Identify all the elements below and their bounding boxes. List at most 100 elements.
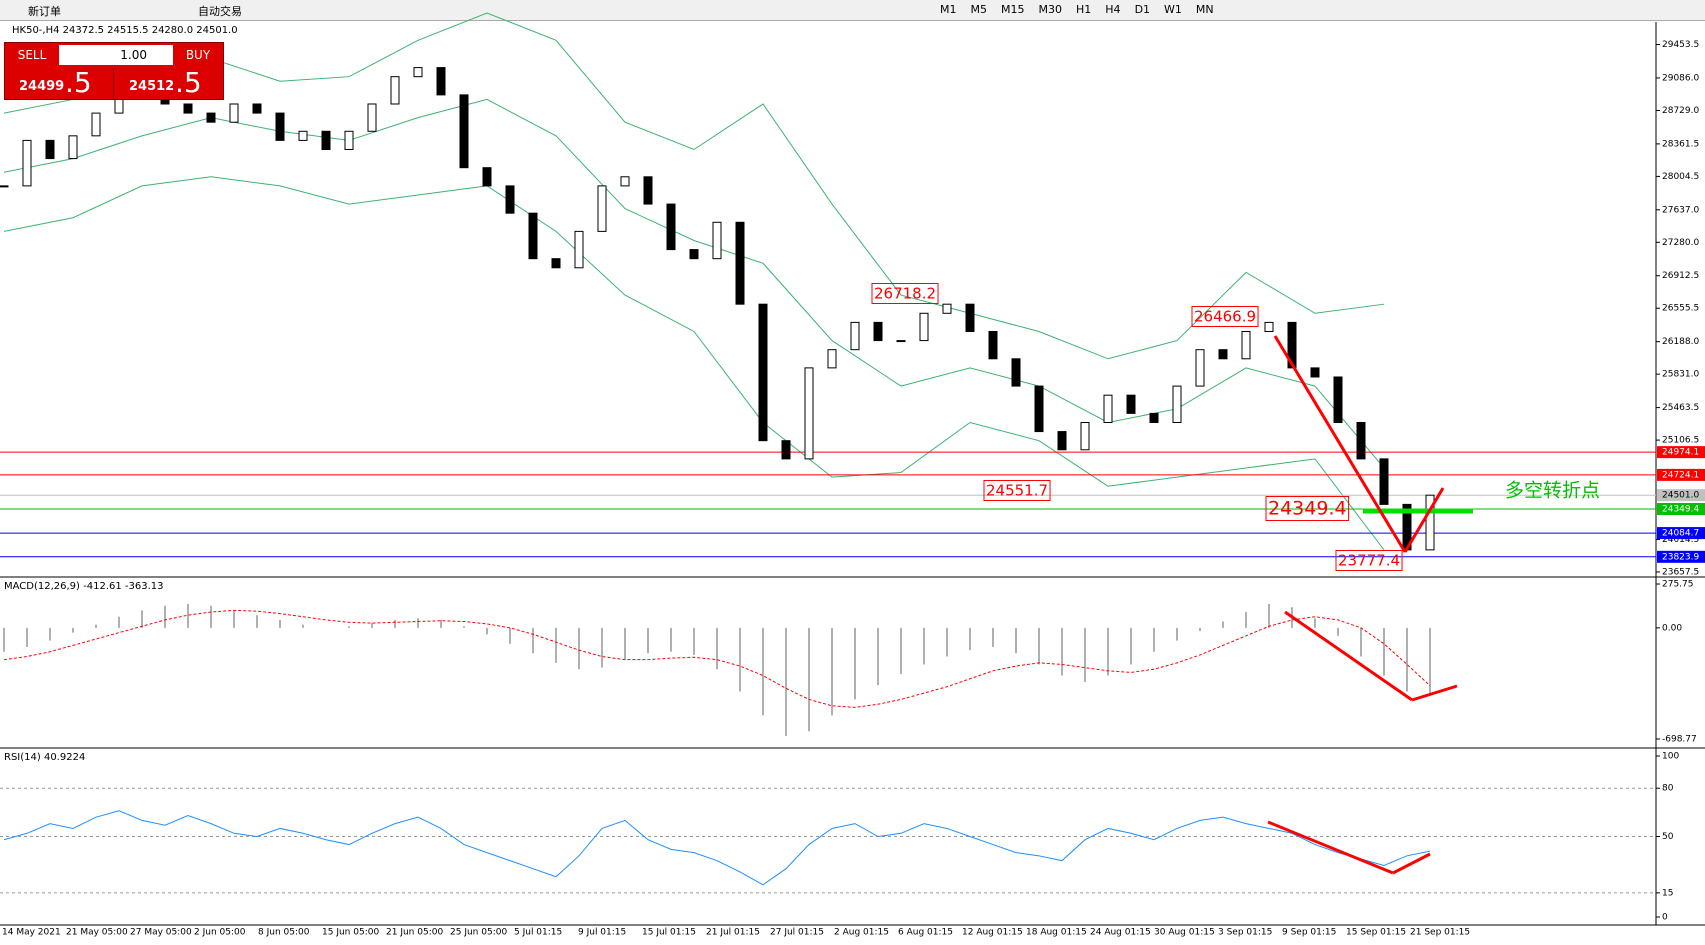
bid[interactable]: 24499.5: [5, 66, 114, 99]
candle: [367, 103, 377, 132]
candle: [1080, 421, 1090, 451]
candle: [896, 340, 906, 343]
y-tick-label: -698.77: [1662, 735, 1697, 745]
x-tick-label: 21 Sep 01:15: [1410, 928, 1470, 938]
annotation-box: [871, 283, 939, 304]
arrow: [1267, 820, 1394, 875]
x-tick-label: 8 Jun 05:00: [258, 928, 310, 938]
ask[interactable]: 24512.5: [115, 66, 223, 99]
level-tag: [1657, 527, 1705, 540]
candle: [942, 303, 952, 314]
level-tag: [1657, 446, 1705, 459]
candle: [459, 94, 469, 169]
timeframe-button[interactable]: MN: [1195, 3, 1214, 16]
timeframe-button[interactable]: M30: [1038, 3, 1063, 16]
y-tick-label: 27637.0: [1662, 205, 1699, 215]
candle: [574, 230, 584, 269]
annotation-box: [1265, 496, 1350, 521]
candle: [482, 167, 492, 187]
candle: [1287, 321, 1297, 369]
candle: [68, 135, 78, 160]
timeframes: M1 M5 M15 M30 H1 H4 D1 W1 MN: [940, 3, 1228, 16]
x-tick-label: 15 Jul 01:15: [642, 928, 696, 938]
y-tick-label: 26555.5: [1662, 304, 1699, 314]
annotation: 26718.2: [874, 285, 936, 303]
candle: [988, 330, 998, 360]
candle: [413, 67, 423, 78]
candle: [1264, 321, 1274, 332]
y-tick-label: 0: [1662, 913, 1668, 923]
annotation: 23777.4: [1338, 552, 1400, 570]
chart-bg: [0, 22, 1705, 945]
candle: [965, 303, 975, 332]
y-tick-label: 29453.5: [1662, 40, 1699, 50]
buy-button[interactable]: BUY: [185, 48, 211, 62]
level-label: 23823.9: [1662, 552, 1699, 562]
x-tick-label: 15 Sep 01:15: [1346, 928, 1406, 938]
y-tick-label: 100: [1662, 752, 1679, 762]
auto-trade-button[interactable]: 自动交易: [198, 5, 242, 18]
x-tick-label: 21 May 05:00: [66, 928, 128, 938]
candle: [22, 139, 32, 187]
timeframe-button[interactable]: M5: [970, 3, 988, 16]
candle: [873, 321, 883, 342]
candle: [1356, 421, 1366, 460]
candle: [1195, 349, 1205, 387]
x-tick-label: 24 Aug 01:15: [1090, 928, 1151, 938]
lots-input[interactable]: 1.00: [59, 45, 173, 65]
candle: [643, 176, 653, 205]
candle: [1218, 349, 1228, 360]
candle: [91, 112, 101, 137]
candle: [1379, 458, 1389, 505]
candle: [436, 67, 446, 96]
candle: [0, 185, 9, 188]
candle: [827, 349, 837, 369]
candle: [1333, 376, 1343, 423]
level-label: 24084.7: [1662, 529, 1699, 539]
timeframe-button[interactable]: M1: [940, 3, 957, 16]
candle: [758, 303, 768, 442]
annotation-box: [1335, 550, 1403, 571]
x-tick-label: 21 Jun 05:00: [386, 928, 443, 938]
y-tick-label: 24014.5: [1662, 535, 1699, 545]
bollinger-band: [3, 176, 1385, 551]
y-tick-label: 0.00: [1662, 623, 1682, 633]
candle: [781, 440, 791, 460]
level-label: 24724.1: [1662, 470, 1699, 480]
sell-button[interactable]: SELL: [17, 48, 47, 62]
timeframe-button[interactable]: M15: [1001, 3, 1025, 16]
y-tick-label: 25106.5: [1662, 436, 1699, 446]
y-tick-label: 275.75: [1662, 580, 1694, 590]
candle: [1149, 412, 1159, 423]
candle: [1034, 385, 1044, 433]
annotation-box: [1191, 306, 1259, 327]
timeframe-button[interactable]: H1: [1076, 3, 1092, 16]
candle: [528, 212, 538, 260]
y-tick-label: 28361.5: [1662, 139, 1699, 149]
timeframe-button[interactable]: D1: [1134, 3, 1151, 16]
macd-title: MACD(12,26,9) -412.61 -363.13: [4, 581, 164, 592]
x-tick-label: 2 Aug 01:15: [834, 928, 889, 938]
y-tick-label: 23657.5: [1662, 567, 1699, 577]
new-order-button[interactable]: 新订单: [28, 5, 61, 18]
arrow: [1403, 487, 1445, 553]
candle: [1057, 431, 1067, 451]
timeframe-button[interactable]: H4: [1105, 3, 1121, 16]
y-tick-label: 26188.0: [1662, 337, 1699, 347]
x-tick-label: 6 Aug 01:15: [898, 928, 953, 938]
timeframe-button[interactable]: W1: [1164, 3, 1182, 16]
x-tick-label: 9 Sep 01:15: [1282, 928, 1336, 938]
rsi-title: RSI(14) 40.9224: [4, 752, 85, 763]
arrow: [1284, 610, 1413, 702]
x-tick-label: 3 Sep 01:15: [1218, 928, 1272, 938]
bid-frac: .5: [65, 66, 92, 99]
candle: [321, 130, 331, 150]
level-label: 24974.1: [1662, 448, 1699, 458]
bollinger-band: [3, 12, 1385, 360]
candle: [1011, 358, 1021, 387]
ask-frac: .5: [175, 66, 202, 99]
candle: [229, 103, 239, 123]
candle: [505, 185, 515, 214]
